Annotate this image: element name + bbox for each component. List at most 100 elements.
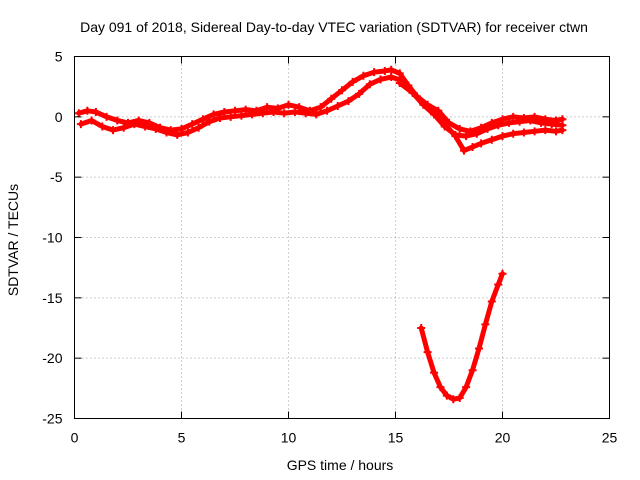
data-point [468,366,477,375]
x-tick-label: 20 [495,430,511,446]
data-point [449,395,458,404]
data-point [220,108,229,117]
y-tick-label: -20 [42,350,62,366]
data-point [430,368,439,377]
data-point [547,120,556,129]
data-point [130,120,139,129]
data-point [498,269,507,278]
data-point [434,106,443,115]
data-point [509,112,518,121]
data-point [438,117,447,126]
x-tick-label: 10 [281,430,297,446]
x-axis-ticks: 0 5 10 15 20 25 [71,56,618,446]
data-point [552,127,560,136]
data-point [468,143,477,151]
data-point [348,77,357,86]
data-point [194,123,203,132]
data-point [481,320,490,329]
data-point [323,106,332,115]
data-point [487,135,496,144]
data-point [237,111,246,120]
data-point [226,112,235,121]
data-point [198,115,207,124]
x-tick-label: 5 [178,430,186,446]
data-point [280,109,289,118]
data-point [519,128,528,137]
data-point [442,391,451,400]
data-point [423,103,432,112]
data-point [455,124,464,133]
grid [74,56,610,419]
data-point [417,324,426,332]
data-point [558,126,567,135]
y-tick-label: -10 [42,230,62,246]
data-point [526,116,535,125]
data-point [504,118,513,127]
data-point [359,71,368,80]
data-point [455,393,464,402]
data-point [248,110,257,119]
x-tick-label: 25 [602,430,618,446]
y-tick-label: -5 [50,169,63,185]
x-axis-label: GPS time / hours [287,457,394,473]
data-point [338,86,346,95]
data-point [395,79,404,88]
data-point [408,88,417,97]
data-point [509,129,518,138]
chart-title: Day 091 of 2018, Sidereal Day-to-day VTE… [80,19,588,35]
series-line [78,74,565,139]
data-point [494,280,503,289]
series-band-b [76,73,567,141]
data-point [188,120,197,129]
data-point [327,94,336,103]
data-point [472,129,481,138]
data-point [462,383,471,392]
data-point [162,128,171,137]
data-point [344,97,353,106]
data-point [312,110,321,119]
data-point [498,132,507,141]
x-tick-label: 0 [71,430,79,446]
data-point [113,116,122,125]
data-point [83,106,92,115]
data-point [474,344,483,353]
data-point [263,103,272,112]
data-point [269,108,278,117]
data-point [284,100,293,109]
y-tick-label: 0 [55,109,63,125]
data-point [530,127,539,136]
x-tick-label: 15 [388,430,404,446]
data-point [387,73,396,82]
series-line [418,271,505,402]
data-point [74,109,83,118]
y-tick-label: -25 [42,411,62,427]
data-point [370,68,379,77]
data-point [91,108,100,117]
series-bottom-arc [417,269,507,404]
data-point [295,103,304,112]
data-point [173,130,182,139]
data-point [216,114,225,123]
data-point [316,103,325,112]
y-tick-label: 5 [55,49,63,65]
data-point [380,66,389,75]
data-point [387,65,396,74]
data-point [487,297,496,306]
series-group [74,65,567,404]
data-point [258,109,267,118]
series-band-c [395,79,567,155]
y-tick-label: -15 [42,290,62,306]
data-point [333,101,342,110]
data-point [98,122,107,131]
data-point [119,123,128,132]
data-point [231,106,239,115]
data-point [87,116,96,125]
data-point [355,89,364,98]
data-point [290,108,299,117]
data-point [205,117,214,126]
data-point [151,124,160,133]
data-point [537,118,546,127]
data-point [141,122,150,131]
data-point [515,117,524,126]
data-point [109,126,118,135]
